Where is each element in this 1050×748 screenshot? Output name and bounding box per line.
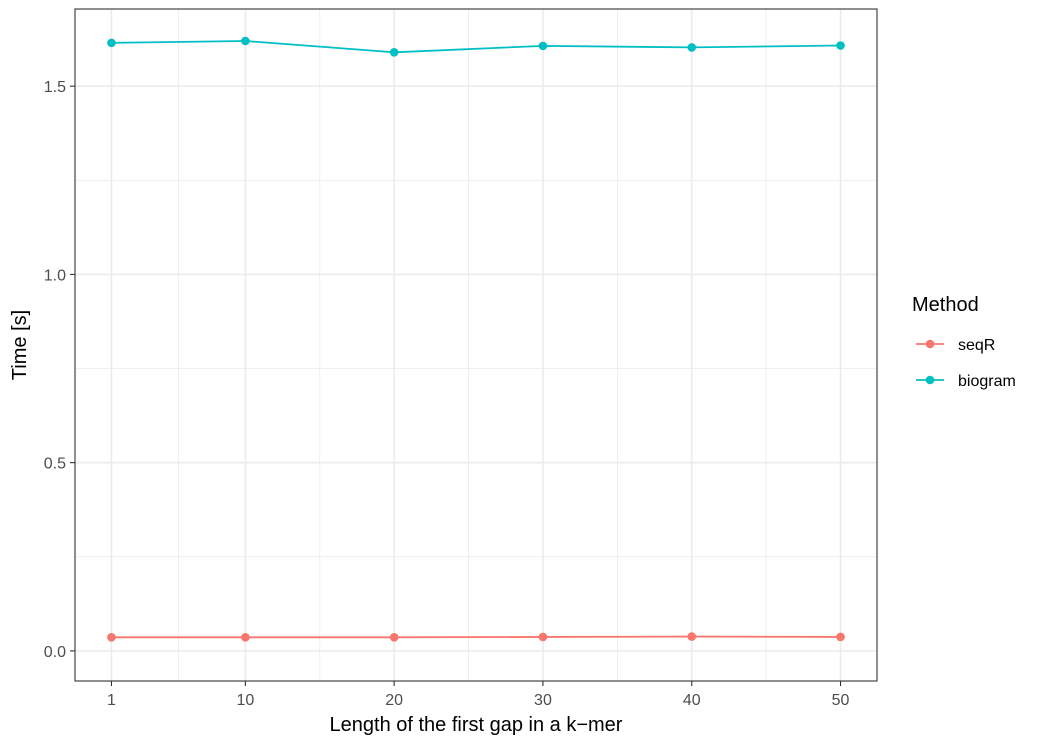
y-tick-label: 1.0 [44, 267, 66, 284]
legend-label: biogram [958, 373, 1016, 390]
series-seqr [107, 632, 845, 642]
legend-items: seqR biogram [916, 337, 1016, 390]
legend-key-point [925, 375, 935, 385]
data-point-biogram [389, 47, 399, 57]
data-point-seqr [389, 633, 399, 642]
data-point-biogram [687, 43, 697, 52]
x-tick-label: 30 [534, 692, 552, 709]
legend-label: seqR [958, 337, 995, 354]
x-tick-label: 10 [236, 692, 254, 709]
data-point-seqr [538, 632, 548, 642]
y-tick-label: 1.5 [44, 79, 66, 96]
panel-background [75, 9, 877, 681]
y-tick-label: 0.5 [44, 456, 66, 473]
x-axis: 1 10 20 30 40 50 [107, 681, 850, 709]
x-axis-title: Length of the first gap in a k−mer [330, 714, 623, 736]
y-axis-title: Time [s] [9, 310, 31, 380]
series-line-seqr [111, 635, 841, 639]
data-point-seqr [107, 633, 116, 642]
x-tick-label: 1 [107, 692, 116, 709]
x-tick-label: 40 [683, 692, 701, 709]
series-line-biogram [111, 40, 841, 54]
panel-border [74, 8, 878, 682]
legend-item-seqr: seqR [916, 337, 995, 354]
data-point-biogram [241, 36, 250, 46]
y-axis: 0.0 0.5 1.0 1.5 [44, 79, 75, 661]
x-tick-label: 50 [832, 692, 850, 709]
series-biogram [107, 36, 845, 57]
legend-item-biogram: biogram [916, 373, 1016, 390]
legend-title: Method [912, 294, 979, 316]
minor-gridlines [75, 9, 877, 681]
x-tick-label: 20 [385, 692, 403, 709]
data-point-seqr [687, 632, 697, 641]
legend: Method seqR biogram [912, 294, 1016, 390]
data-point-biogram [107, 38, 116, 48]
data-point-seqr [241, 633, 250, 642]
series-layer [107, 36, 845, 642]
plot-panel [74, 8, 878, 682]
data-point-seqr [836, 632, 845, 642]
legend-key-point [925, 339, 935, 349]
y-tick-label: 0.0 [44, 644, 66, 661]
data-point-biogram [538, 41, 548, 51]
major-gridlines [75, 9, 877, 681]
data-point-biogram [836, 41, 845, 50]
